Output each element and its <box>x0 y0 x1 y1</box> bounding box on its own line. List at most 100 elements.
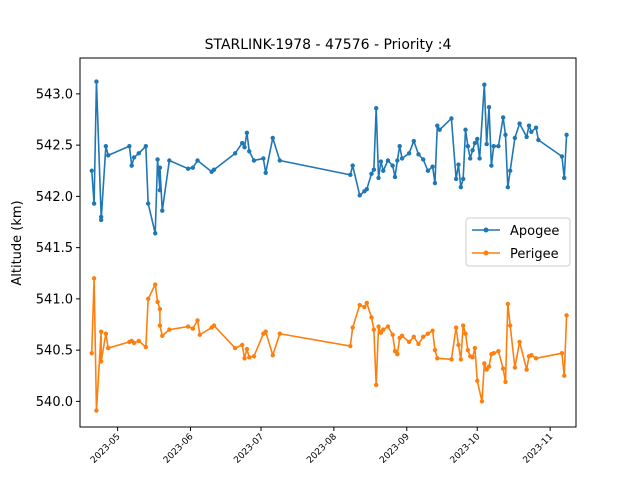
apogee-point <box>395 158 400 163</box>
perigee-point <box>211 323 217 328</box>
apogee-point <box>98 217 104 223</box>
legend-marker-perigee <box>483 250 489 256</box>
perigee-point <box>89 351 94 356</box>
perigee-point <box>453 325 459 330</box>
apogee-point <box>449 116 454 121</box>
apogee-point <box>470 148 475 153</box>
apogee-point <box>155 157 160 162</box>
perigee-point <box>482 361 487 366</box>
apogee-point <box>385 158 391 163</box>
y-axis-label: Altitude (km) <box>10 200 25 285</box>
apogee-point <box>378 159 384 164</box>
apogee-point <box>458 184 464 190</box>
perigee-point <box>371 327 377 332</box>
apogee-point <box>430 164 435 169</box>
legend-item-perigee: Perigee <box>472 247 559 262</box>
apogee-point <box>153 231 158 236</box>
perigee-point <box>106 345 111 351</box>
apogee-point <box>263 170 268 175</box>
perigee-point <box>460 323 466 328</box>
apogee-point <box>486 105 492 110</box>
apogee-point <box>381 168 386 173</box>
perigee-point <box>385 324 391 329</box>
apogee-point <box>98 214 104 220</box>
perigee-point <box>472 345 478 351</box>
perigee-point <box>399 333 405 338</box>
apogee-point <box>261 156 266 161</box>
apogee-point <box>425 168 431 173</box>
perigee-point <box>500 366 506 371</box>
apogee-point <box>468 156 473 161</box>
apogee-point <box>350 163 355 168</box>
apogee-point <box>91 201 97 206</box>
apogee-point <box>131 155 137 160</box>
series-perigee <box>89 276 569 413</box>
apogee-point <box>529 129 534 134</box>
perigee-point <box>381 327 386 332</box>
perigee-point <box>136 338 141 344</box>
apogee-point <box>465 143 471 149</box>
apogee-point <box>143 143 149 149</box>
perigee-point <box>94 408 99 413</box>
apogee-point <box>472 140 478 146</box>
perigee-point <box>390 332 395 337</box>
apogee-point <box>251 158 257 163</box>
perigee-point <box>484 367 489 372</box>
perigee-point <box>232 345 238 351</box>
perigee-point <box>503 379 508 385</box>
apogee-point <box>406 151 412 156</box>
legend-label-apogee: Apogee <box>510 224 559 239</box>
apogee-point <box>244 130 250 136</box>
apogee-point <box>376 175 381 181</box>
perigee-point <box>564 313 569 318</box>
perigee-point <box>263 329 268 334</box>
apogee-point <box>136 151 141 156</box>
apogee-point <box>416 152 421 157</box>
apogee-point <box>270 135 275 141</box>
apogee-point <box>211 167 217 172</box>
apogee-point <box>195 158 200 163</box>
perigee-point <box>157 323 163 328</box>
apogee-point <box>489 163 494 168</box>
apogee-point <box>167 158 172 163</box>
apogee-point <box>524 134 529 140</box>
perigee-point <box>411 334 416 339</box>
apogee-point <box>277 158 283 163</box>
apogee-point <box>503 132 508 138</box>
perigee-point <box>512 365 518 370</box>
apogee-point <box>399 156 405 161</box>
perigee-point <box>559 351 565 356</box>
apogee-point <box>89 168 94 173</box>
perigee-point <box>524 367 529 372</box>
apogee-point <box>364 187 369 192</box>
apogee-point <box>145 201 151 206</box>
perigee-point <box>376 324 381 329</box>
apogee-point <box>463 127 468 132</box>
perigee-point <box>91 276 97 281</box>
series-apogee <box>89 79 569 236</box>
apogee-point <box>496 143 501 149</box>
axes-frame <box>79 57 577 428</box>
apogee-point <box>160 208 165 213</box>
perigee-point <box>475 378 480 384</box>
apogee-point <box>157 188 163 193</box>
apogee-point <box>475 136 480 142</box>
perigee-point <box>190 326 196 331</box>
apogee-point <box>106 153 111 158</box>
perigee-point <box>348 343 353 349</box>
perigee-point <box>463 331 468 336</box>
y-tick-label: 540.0 <box>36 395 73 410</box>
apogee-point <box>507 168 513 173</box>
apogee-point <box>517 121 522 126</box>
apogee-point <box>456 162 461 167</box>
apogee-point <box>242 144 247 150</box>
y-tick-label: 542.5 <box>36 139 73 154</box>
apogee-point <box>526 123 532 128</box>
perigee-point <box>505 301 511 307</box>
apogee-point <box>357 193 362 198</box>
apogee-point <box>435 123 440 128</box>
apogee-point <box>536 137 541 143</box>
perigee-point <box>98 329 104 334</box>
apogee-point <box>411 138 416 144</box>
